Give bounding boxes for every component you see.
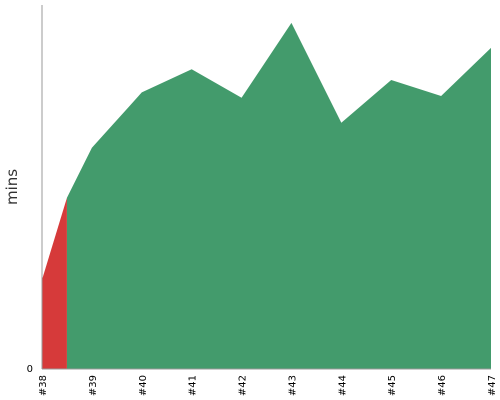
x-tick-label: #45	[387, 375, 398, 396]
x-tick-label: #44	[337, 375, 348, 396]
x-tick-label: #41	[188, 375, 199, 396]
x-tick-label: #43	[287, 375, 298, 396]
x-tick-label: #40	[138, 375, 149, 396]
chart-areas	[42, 22, 491, 369]
x-axis-ticks: #38 #39 #40 #41 #42 #43 #44 #45 #46 #47	[38, 375, 498, 396]
x-tick-label: #38	[38, 375, 49, 396]
y-axis-title: mins	[3, 169, 21, 205]
y-tick-label-zero: 0	[27, 364, 33, 375]
x-tick-label: #47	[487, 375, 498, 396]
area-failure	[42, 197, 67, 369]
area-success	[66, 22, 491, 369]
x-tick-label: #39	[88, 375, 99, 396]
x-tick-label: #42	[238, 375, 249, 396]
x-tick-label: #46	[437, 375, 448, 396]
